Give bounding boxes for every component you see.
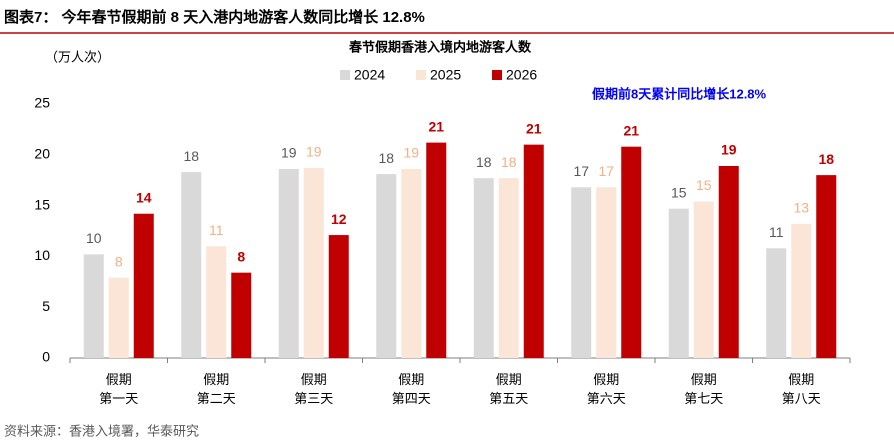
bar [231,272,252,358]
y-tick-label: 0 [42,349,50,365]
x-tick-label: 假期 第一天 [99,372,139,406]
annotation: 假期前8天累计同比增长12.8% [592,86,767,101]
bar [668,208,689,358]
value-label: 15 [671,184,687,200]
bar [816,175,837,358]
source: 资料来源：香港入境署，华泰研究 [4,423,199,438]
value-label: 18 [378,150,394,166]
x-tick-label: 假期 第三天 [294,372,334,406]
bar [718,165,739,358]
value-label: 18 [818,151,834,167]
value-label: 19 [721,142,737,158]
figure-label: 图表7： 今年春节假期前 8 天入港内地游客人数同比增长 12.8% [4,8,425,26]
bar [498,178,519,358]
bar [303,168,324,358]
y-tick-label: 25 [34,95,50,111]
value-label: 15 [696,177,712,193]
x-tick-label: 假期 第六天 [586,372,626,406]
value-label: 18 [501,154,517,170]
bar [571,187,592,358]
x-tick-label: 假期 第二天 [196,372,236,406]
x-tick-label: 假期 第七天 [684,372,724,406]
value-label: 18 [183,148,199,164]
legend-label: 2024 [354,67,385,83]
bar [766,248,787,358]
bar [596,187,617,358]
value-label: 19 [403,145,419,161]
legend-label: 2026 [506,67,537,83]
y-tick-label: 15 [34,196,50,212]
x-tick-label: 假期 第四天 [391,372,431,406]
value-label: 17 [598,163,614,179]
x-tick-label: 假期 第五天 [489,372,529,406]
value-label: 11 [769,224,784,240]
value-label: 14 [136,189,152,205]
bar [181,172,202,358]
value-label: 19 [281,145,297,161]
bar [693,201,714,358]
legend-label: 2025 [430,67,461,83]
value-label: 11 [209,222,224,238]
value-label: 18 [476,154,492,170]
y-tick-label: 5 [42,298,50,314]
y-axis-label: （万人次） [45,49,110,64]
value-label: 21 [526,120,542,136]
value-label: 13 [793,200,809,216]
bar [108,277,129,358]
bar [401,169,422,358]
value-label: 10 [86,230,102,246]
legend-swatch [492,70,502,80]
bar [83,254,104,358]
bar [473,178,494,358]
chart-title: 春节假期香港入境内地游客人数 [348,39,532,54]
value-label: 21 [428,118,444,134]
x-tick-label: 假期 第八天 [781,372,821,406]
legend-swatch [416,70,426,80]
bar [426,142,447,358]
bar [621,146,642,358]
bar [376,174,397,358]
bar [791,223,812,358]
value-label: 19 [306,144,322,160]
y-tick-label: 20 [34,146,50,162]
value-label: 21 [623,122,639,138]
value-label: 8 [115,253,123,269]
bar [328,235,349,358]
value-label: 8 [237,248,245,264]
legend-swatch [340,70,350,80]
value-label: 12 [331,211,347,227]
bar [206,246,227,358]
bar [133,213,154,358]
y-tick-label: 10 [34,247,50,263]
bar [278,169,299,358]
value-label: 17 [573,163,589,179]
bar [523,144,544,358]
